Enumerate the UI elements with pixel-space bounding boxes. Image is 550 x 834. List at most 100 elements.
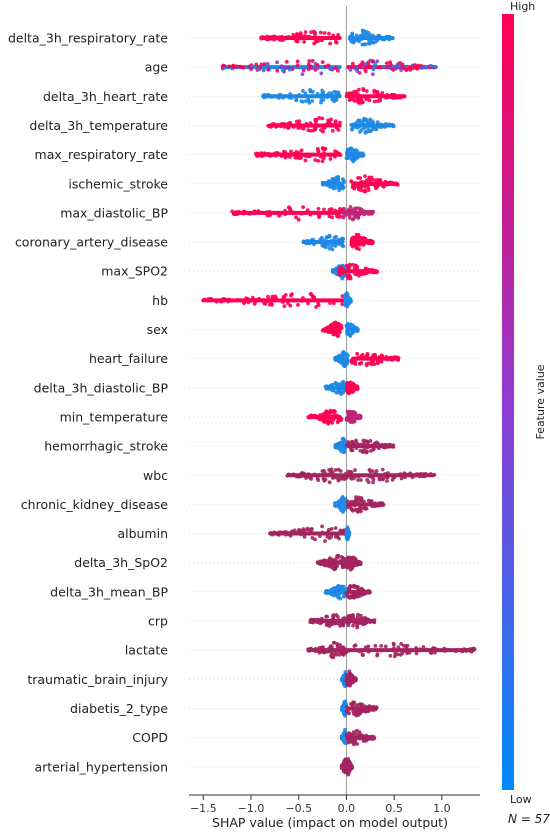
shap-point bbox=[296, 302, 300, 307]
shap-point bbox=[353, 677, 357, 681]
shap-point bbox=[372, 88, 377, 93]
shap-point bbox=[298, 474, 303, 478]
shap-point bbox=[340, 302, 345, 307]
shap-point bbox=[319, 562, 324, 566]
shap-point bbox=[326, 63, 331, 68]
shap-point bbox=[367, 176, 372, 181]
shap-point bbox=[384, 182, 389, 187]
shap-point bbox=[351, 419, 356, 424]
shap-point bbox=[463, 648, 468, 653]
shap-point bbox=[336, 467, 341, 472]
shap-point bbox=[321, 241, 326, 246]
shap-point bbox=[338, 120, 342, 125]
shap-point bbox=[355, 589, 360, 594]
shap-point bbox=[316, 158, 321, 163]
shap-point bbox=[347, 614, 351, 619]
shap-point bbox=[295, 59, 300, 64]
feature-label: delta_3h_SpO2 bbox=[74, 555, 168, 570]
shap-point bbox=[308, 121, 313, 126]
shap-point bbox=[306, 94, 311, 99]
shap-point bbox=[254, 151, 258, 156]
shap-point bbox=[381, 64, 386, 69]
shap-point bbox=[402, 472, 407, 477]
shap-point bbox=[350, 33, 355, 37]
shap-point bbox=[330, 128, 335, 133]
shap-point bbox=[329, 207, 334, 211]
shap-point bbox=[344, 704, 349, 709]
shap-point bbox=[354, 122, 359, 126]
shap-point bbox=[294, 215, 298, 220]
shap-point bbox=[352, 38, 357, 43]
shap-point bbox=[385, 471, 390, 475]
shap-point bbox=[398, 472, 403, 476]
shap-point bbox=[353, 498, 358, 503]
shap-point bbox=[338, 623, 343, 628]
shap-point bbox=[419, 65, 423, 69]
shap-point bbox=[310, 89, 315, 94]
shap-point bbox=[278, 211, 283, 216]
shap-point bbox=[303, 30, 308, 35]
feature-label: lactate bbox=[125, 643, 168, 658]
shap-point bbox=[414, 651, 419, 656]
shap-point bbox=[350, 673, 355, 678]
shap-point bbox=[284, 35, 289, 39]
shap-point bbox=[351, 730, 356, 735]
shap-point bbox=[317, 215, 322, 219]
shap-point bbox=[354, 495, 358, 500]
shap-point bbox=[303, 154, 308, 158]
shap-point bbox=[375, 120, 380, 125]
shap-point bbox=[359, 237, 364, 242]
shap-point bbox=[353, 263, 358, 268]
shap-point bbox=[368, 129, 373, 134]
shap-point bbox=[350, 443, 354, 448]
shap-point bbox=[347, 587, 351, 592]
shap-point bbox=[333, 501, 338, 506]
shap-point bbox=[309, 30, 314, 35]
shap-point bbox=[287, 207, 292, 212]
shap-point bbox=[299, 155, 303, 160]
shap-point bbox=[343, 712, 348, 717]
shap-point bbox=[355, 507, 360, 512]
shap-point bbox=[371, 67, 376, 72]
shap-point bbox=[376, 446, 381, 451]
shap-point bbox=[400, 62, 405, 67]
shap-point bbox=[305, 526, 310, 531]
shap-point bbox=[340, 707, 344, 712]
shap-point bbox=[312, 41, 317, 46]
x-tick-label: 0.5 bbox=[385, 802, 403, 815]
shap-point bbox=[351, 613, 355, 617]
feature-label: hemorrhagic_stroke bbox=[44, 439, 168, 454]
shap-point bbox=[230, 298, 234, 303]
shap-point bbox=[325, 409, 329, 414]
shap-point bbox=[349, 503, 353, 508]
shap-point bbox=[371, 178, 376, 182]
shap-point bbox=[326, 210, 331, 215]
shap-point bbox=[345, 528, 349, 532]
shap-point bbox=[337, 328, 341, 332]
shap-point bbox=[349, 386, 354, 391]
shap-point bbox=[341, 362, 346, 367]
shap-point bbox=[380, 467, 385, 472]
shap-point bbox=[328, 41, 333, 46]
shap-point bbox=[246, 300, 251, 305]
shap-point bbox=[341, 509, 345, 514]
shap-point bbox=[317, 534, 322, 539]
shap-point bbox=[335, 150, 339, 154]
shap-point bbox=[337, 652, 342, 657]
shap-point bbox=[306, 35, 311, 40]
shap-point bbox=[299, 148, 304, 153]
shap-point bbox=[338, 185, 343, 190]
shap-point bbox=[360, 60, 365, 65]
shap-point bbox=[324, 413, 329, 418]
shap-point bbox=[360, 100, 365, 105]
shap-point bbox=[414, 65, 418, 70]
shap-point bbox=[257, 296, 261, 301]
shap-point bbox=[344, 416, 349, 421]
shap-point bbox=[344, 291, 349, 296]
shap-point bbox=[301, 205, 305, 210]
shap-point bbox=[348, 678, 353, 683]
shap-point bbox=[355, 351, 360, 356]
shap-point bbox=[375, 360, 380, 365]
shap-point bbox=[341, 646, 346, 650]
shap-point bbox=[374, 469, 379, 473]
